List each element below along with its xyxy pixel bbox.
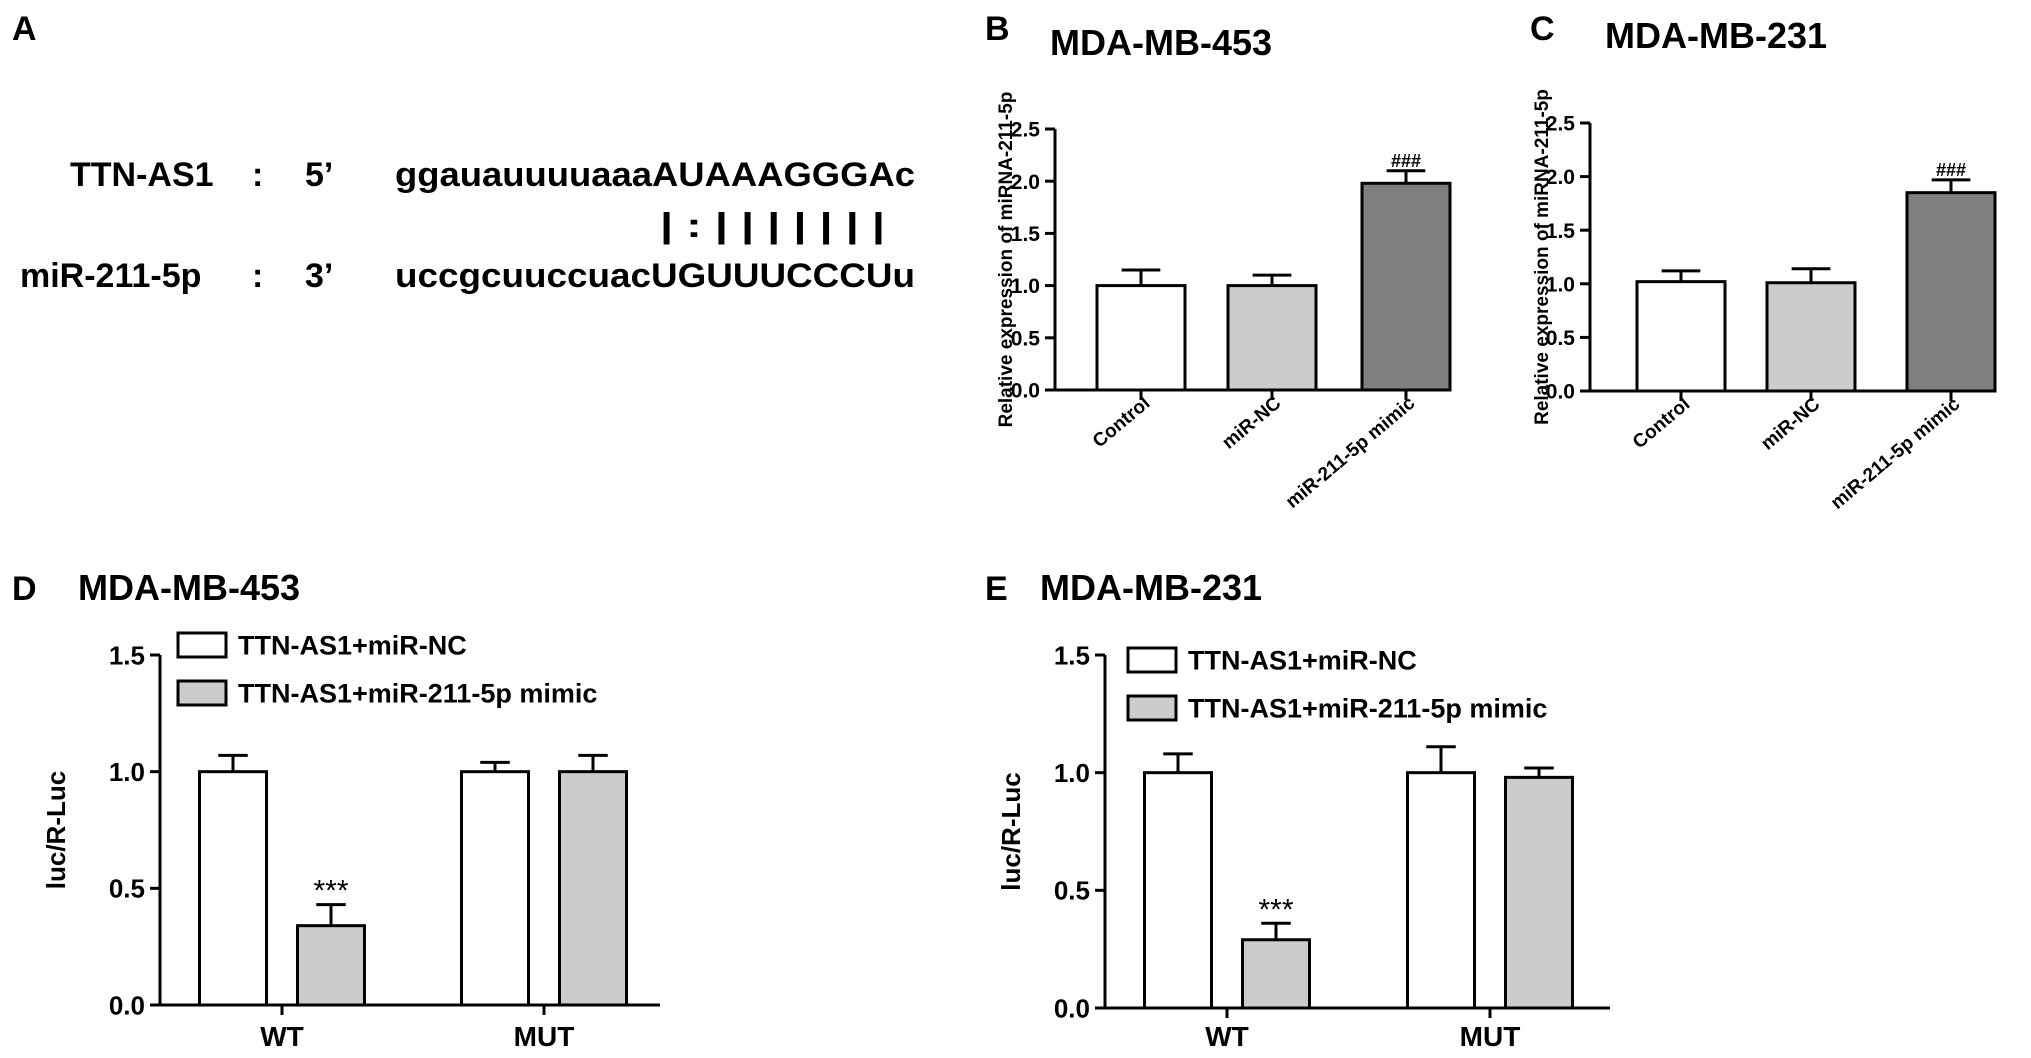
panel-letter: B bbox=[985, 10, 1010, 48]
y-tick-label: 0.5 bbox=[109, 874, 145, 904]
chart-title: MDA-MB-231 bbox=[1040, 567, 1262, 608]
bar bbox=[558, 770, 628, 1007]
ttn-as1-end: 5’ bbox=[305, 156, 333, 194]
y-tick-label: 2.0 bbox=[1011, 171, 1040, 194]
chart-title: MDA-MB-231 bbox=[1605, 15, 1827, 56]
bar bbox=[460, 770, 530, 1007]
significance-marker: ### bbox=[1936, 160, 1966, 180]
legend-label: TTN-AS1+miR-NC bbox=[238, 631, 467, 661]
y-tick-label: 0.0 bbox=[1546, 381, 1575, 404]
ttn-as1-sequence: ggauauuuuaaaAUAAAGGGAc bbox=[395, 156, 915, 194]
legend-swatch bbox=[1126, 646, 1178, 674]
x-tick-label: Control bbox=[1089, 393, 1154, 453]
x-tick-label: miR-NC bbox=[1757, 394, 1824, 455]
y-tick-label: 1.5 bbox=[1011, 223, 1041, 246]
y-tick-label: 1.5 bbox=[1054, 640, 1090, 670]
y-tick-label: 0.5 bbox=[1546, 327, 1576, 350]
bar bbox=[1504, 775, 1574, 1010]
legend-swatch bbox=[176, 631, 228, 659]
bar bbox=[1226, 284, 1318, 392]
panel-letter: E bbox=[985, 570, 1008, 608]
y-axis-label: Relative expression of miRNA-211-5p bbox=[996, 92, 1017, 428]
y-axis-label: Relative expression of miRNA-211-5p bbox=[1532, 89, 1553, 425]
y-tick-label: 1.5 bbox=[109, 640, 145, 670]
y-tick-label: 1.0 bbox=[109, 757, 145, 787]
bar bbox=[1905, 191, 1997, 393]
legend-label: TTN-AS1+miR-NC bbox=[1188, 646, 1417, 676]
bar bbox=[1241, 938, 1311, 1010]
y-tick-label: 0.5 bbox=[1011, 327, 1041, 350]
bar bbox=[1635, 280, 1727, 393]
chart-title: MDA-MB-453 bbox=[78, 567, 300, 608]
bar bbox=[1095, 284, 1187, 392]
y-tick-label: 2.0 bbox=[1546, 166, 1575, 189]
base-pairing-lines: | : | | | | | | | bbox=[660, 207, 885, 245]
ttn-as1-separator: : bbox=[252, 156, 263, 194]
bar bbox=[1406, 771, 1476, 1010]
y-axis-label: luc/R-Luc bbox=[41, 771, 71, 889]
mir-211-5p-sequence: uccgcuuccuacUGUUUCCCUu bbox=[395, 257, 915, 295]
x-tick-label: miR-211-5p mimic bbox=[1282, 392, 1420, 512]
y-tick-label: 2.5 bbox=[1546, 113, 1576, 136]
bar bbox=[198, 770, 268, 1007]
x-tick-label: miR-211-5p mimic bbox=[1827, 393, 1965, 513]
bar bbox=[1143, 771, 1213, 1010]
panel-letter: D bbox=[12, 570, 37, 608]
y-tick-label: 1.0 bbox=[1054, 758, 1090, 788]
y-tick-label: 2.5 bbox=[1011, 119, 1041, 142]
x-tick-label: MUT bbox=[514, 1021, 575, 1052]
mir-211-5p-separator: : bbox=[252, 257, 263, 295]
mir-211-5p-end: 3’ bbox=[305, 257, 333, 295]
bar bbox=[1765, 281, 1857, 393]
panel-letter: C bbox=[1530, 10, 1555, 48]
y-tick-label: 1.0 bbox=[1011, 275, 1040, 298]
y-tick-label: 0.0 bbox=[109, 990, 145, 1020]
panel-letter-a: A bbox=[12, 10, 37, 48]
y-tick-label: 1.0 bbox=[1546, 273, 1575, 296]
y-axis-label: luc/R-Luc bbox=[996, 772, 1026, 890]
significance-marker: *** bbox=[313, 875, 348, 908]
chart-title: MDA-MB-453 bbox=[1050, 22, 1272, 63]
x-tick-label: WT bbox=[260, 1021, 304, 1052]
panel-d-chart: D MDA-MB-453 0.0 0.5 1.0 1.5 luc/R-Luc TTN-AS1+… bbox=[12, 567, 660, 1052]
mir-211-5p-label: miR-211-5p bbox=[20, 257, 201, 295]
legend-label: TTN-AS1+miR-211-5p mimic bbox=[238, 679, 597, 709]
y-tick-label: 0.0 bbox=[1054, 993, 1090, 1023]
x-tick-label: MUT bbox=[1460, 1021, 1521, 1052]
bar bbox=[296, 924, 366, 1007]
legend-swatch bbox=[1126, 694, 1178, 722]
legend-swatch bbox=[176, 679, 228, 707]
panel-e-chart: E MDA-MB-231 0.0 0.5 1.0 1.5 luc/R-Luc TTN-AS1+… bbox=[985, 567, 1610, 1052]
bar bbox=[1360, 181, 1452, 392]
y-tick-label: 0.5 bbox=[1054, 876, 1090, 906]
y-tick-label: 1.5 bbox=[1546, 220, 1576, 243]
x-tick-label: miR-NC bbox=[1218, 393, 1285, 454]
significance-marker: *** bbox=[1258, 893, 1293, 926]
x-tick-label: Control bbox=[1629, 394, 1694, 454]
y-tick-label: 0.0 bbox=[1011, 380, 1040, 403]
ttn-as1-label: TTN-AS1 bbox=[70, 156, 214, 194]
legend-label: TTN-AS1+miR-211-5p mimic bbox=[1188, 694, 1547, 724]
x-tick-label: WT bbox=[1205, 1021, 1249, 1052]
panel-a: A TTN-AS1 : 5’ ggauauuuuaaaAUAAAGGGAc | … bbox=[12, 10, 915, 295]
significance-marker: ### bbox=[1391, 151, 1421, 171]
